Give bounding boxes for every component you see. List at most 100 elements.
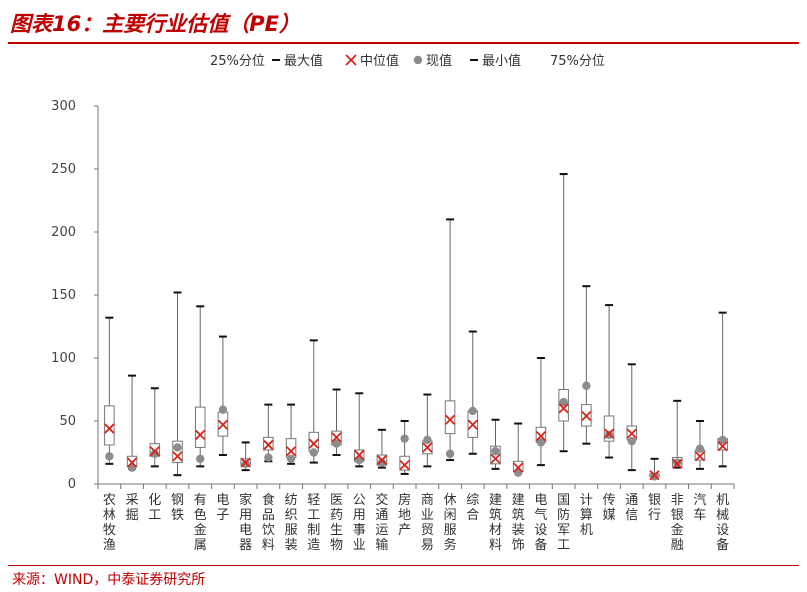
source-rule (8, 565, 799, 566)
iqr-box (444, 400, 456, 435)
category-label: 公用事业 (353, 493, 366, 553)
box-group: 纺织服装 (285, 403, 298, 553)
current-value-dot (377, 458, 387, 467)
median-mark (399, 459, 410, 471)
legend-label: 现值 (426, 53, 452, 69)
box-group: 休闲服务 (444, 218, 457, 553)
category-label: 休闲服务 (444, 493, 457, 553)
median-mark (467, 419, 478, 430)
category-label: 汽车 (693, 493, 706, 523)
median-mark (104, 423, 115, 434)
y-tick-label: 300 (51, 99, 76, 114)
legend-item: 最大值 (272, 53, 323, 69)
y-tick-label: 250 (51, 162, 76, 177)
category-label: 银行 (648, 493, 661, 523)
box-group: 电气设备 (534, 357, 547, 553)
median-mark (649, 470, 660, 481)
current-value-dot (218, 405, 228, 414)
current-value-dot (559, 397, 568, 407)
legend-item: 最小值 (470, 53, 521, 69)
median-mark (626, 428, 637, 439)
category-label: 医药生物 (330, 493, 343, 553)
box-group: 汽车 (693, 420, 706, 523)
box-group: 医药生物 (330, 388, 343, 553)
current-value-dot (695, 444, 705, 453)
median-mark (195, 429, 206, 440)
current-value-dot (105, 452, 114, 461)
box-group: 公用事业 (353, 392, 366, 553)
category-label: 化工 (148, 493, 161, 523)
category-label: 通信 (625, 493, 638, 523)
box-group: 传媒 (603, 304, 616, 523)
category-label: 传媒 (603, 493, 616, 523)
current-value-dot (332, 439, 341, 448)
box-group: 化工 (148, 387, 161, 523)
median-mark (240, 457, 251, 468)
box-group: 交通运输 (375, 428, 388, 553)
box-group: 食品饮料 (262, 403, 275, 553)
median-mark (172, 451, 183, 462)
median-mark (558, 403, 569, 414)
legend: 25%分位 最大值 中位值 现值 最小值 75%分位 (210, 53, 605, 69)
category-label: 有色金属 (194, 493, 207, 553)
category-label: 食品饮料 (262, 492, 275, 553)
category-label: 非银金融 (671, 493, 684, 553)
category-label: 建筑材料 (489, 493, 502, 553)
legend-item: 25%分位 (210, 54, 265, 69)
current-value-dot (173, 443, 182, 452)
legend-label: 中位值 (360, 53, 399, 69)
legend-label: 25%分位 (210, 54, 265, 69)
current-value-dot (627, 436, 636, 446)
box-group: 机械设备 (716, 311, 729, 553)
median-mark (490, 453, 501, 464)
median-mark (285, 446, 297, 457)
box-group: 建筑装饰 (512, 422, 525, 553)
category-label: 家用电器 (239, 492, 252, 553)
median-mark (149, 446, 160, 457)
current-value-dot (582, 381, 591, 390)
legend-label: 最大值 (284, 53, 323, 69)
current-value-dot (468, 406, 477, 416)
current-value-dot (309, 448, 318, 457)
legend-label: 最小值 (482, 53, 521, 69)
y-tick-label: 100 (51, 351, 76, 366)
median-mark (422, 442, 433, 453)
category-label: 农林牧渔 (103, 493, 116, 553)
category-label: 综合 (466, 493, 479, 523)
box-group: 计算机 (580, 285, 593, 538)
median-mark (581, 410, 592, 422)
box-group: 房地产 (398, 420, 411, 538)
median-mark (263, 439, 274, 451)
category-label: 电气设备 (534, 493, 547, 553)
box-group: 家用电器 (239, 441, 252, 553)
current-value-dot (536, 438, 546, 447)
category-label: 国防军工 (557, 493, 570, 553)
iqr-box (603, 415, 615, 442)
box-group: 商业贸易 (421, 393, 434, 553)
y-tick-label: 200 (51, 225, 76, 240)
box-group: 钢铁 (171, 291, 184, 523)
current-value-dot (196, 454, 205, 463)
category-label: 采掘 (126, 493, 139, 523)
median-mark (444, 414, 456, 425)
box-group: 农林牧渔 (103, 316, 116, 553)
median-mark (376, 454, 388, 466)
figure-title: 图表16：主要行业估值（PE） (10, 12, 300, 36)
category-label: 电子 (216, 493, 229, 523)
title-rule (8, 42, 799, 44)
box-group: 非银金融 (671, 399, 684, 553)
legend-dot-marker (413, 55, 423, 65)
category-label: 建筑装饰 (512, 493, 525, 553)
median-mark (308, 438, 319, 449)
current-value-dot (491, 447, 500, 456)
box-group: 轻工制造 (307, 339, 320, 553)
boxes: 农林牧渔采掘化工钢铁有色金属电子家用电器食品饮料纺织服装轻工制造医药生物公用事业… (103, 173, 729, 553)
category-label: 交通运输 (375, 492, 388, 553)
source-note: 来源：WIND，中泰证券研究所 (12, 572, 206, 588)
category-label: 商业贸易 (421, 493, 434, 553)
y-tick-label: 50 (59, 414, 76, 429)
box-group: 采掘 (126, 374, 139, 523)
category-label: 计算机 (580, 493, 593, 538)
category-label: 纺织服装 (285, 493, 298, 553)
y-tick-label: 0 (68, 477, 76, 492)
